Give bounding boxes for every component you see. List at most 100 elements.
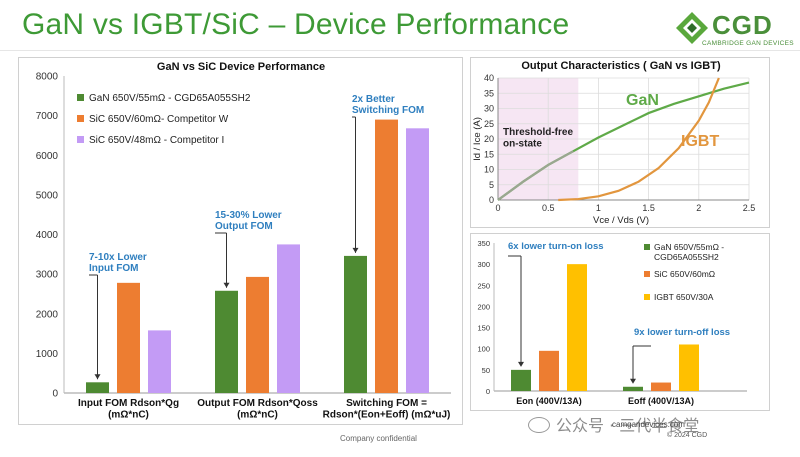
legend-label: GaN 650V/55mΩ -	[654, 242, 724, 252]
output-characteristics-panel: Output Characteristics ( GaN vs IGBT) 0 5 1…	[470, 57, 770, 228]
watermark-text: 公众号 · 三代半食堂	[556, 416, 700, 435]
x-tick-label: 2.5	[743, 203, 756, 213]
y-tick-label: 5	[489, 180, 494, 190]
bar	[511, 369, 531, 391]
y-tick-label: 1000	[36, 349, 59, 360]
legend-swatch	[77, 94, 84, 101]
x-category-label: Output FOM Rdson*Qoss	[197, 398, 318, 409]
y-tick-label: 50	[482, 366, 490, 375]
x-category-label: Eoff (400V/13A)	[628, 396, 694, 406]
annotation-text: Threshold-free	[503, 127, 573, 138]
chart-title: GaN vs SiC Device Performance	[157, 61, 325, 73]
title-divider	[0, 50, 800, 51]
bar	[375, 119, 398, 394]
legend-swatch	[644, 294, 650, 300]
annotation-text: Switching FOM	[352, 105, 424, 116]
y-tick-label: 300	[477, 260, 490, 269]
logo-mark-icon	[676, 12, 708, 44]
y-tick-label: 20	[484, 134, 494, 144]
legend-label: SiC 650V/48mΩ - Competitor I	[89, 135, 224, 146]
y-tick-label: 0	[52, 389, 58, 400]
bar	[117, 282, 140, 393]
annotation-arrowhead	[94, 374, 101, 380]
annotation-arrowhead	[630, 378, 636, 384]
bar	[651, 382, 671, 391]
annotation-text: 6x lower turn-on loss	[508, 241, 604, 252]
annotation-text: 9x lower turn-off loss	[634, 327, 730, 338]
bar	[539, 350, 559, 391]
legend-label: GaN 650V/55mΩ - CGD65A055SH2	[89, 93, 251, 104]
y-tick-label: 6000	[36, 151, 59, 162]
bar	[623, 386, 643, 391]
logo-wordmark: CGD	[712, 10, 773, 40]
annotation-text: 2x Better	[352, 94, 395, 105]
y-tick-label: 5000	[36, 190, 59, 201]
x-tick-label: 0.5	[542, 203, 555, 213]
annotation-arrowhead	[352, 247, 359, 253]
legend-label: SiC 650V/60mΩ	[654, 269, 715, 279]
copyright-text: © 2024 CGD	[667, 432, 708, 439]
switching-loss-panel: 0 50 100 150 200 250 300 350 Eon (400V/13A) Eoff …	[470, 233, 770, 411]
y-tick-label: 40	[484, 73, 494, 83]
annotation-arrowhead	[223, 282, 230, 288]
annotation-text: 7-10x Lower	[89, 252, 147, 263]
y-tick-label: 35	[484, 88, 494, 98]
bar	[406, 128, 429, 393]
chart-title: Output Characteristics ( GaN vs IGBT)	[521, 60, 721, 72]
y-tick-label: 7000	[36, 111, 59, 122]
annotation-text: Input FOM	[89, 263, 138, 274]
bar	[148, 330, 171, 393]
legend-label: SiC 650V/60mΩ- Competitor W	[89, 114, 229, 125]
y-tick-label: 15	[484, 149, 494, 159]
legend-swatch	[77, 136, 84, 143]
y-tick-label: 100	[477, 345, 490, 354]
y-tick-label: 0	[489, 195, 494, 205]
fom-bar-chart: GaN vs SiC Device Performance 0 1000 2000 30…	[36, 61, 451, 421]
y-tick-label: 0	[486, 387, 490, 396]
bar	[246, 276, 269, 393]
fom-chart-panel: GaN vs SiC Device Performance 0 1000 2000 30…	[18, 57, 463, 425]
watermark: 公众号 · 三代半食堂	[528, 412, 699, 436]
logo-subtitle: CAMBRIDGE GAN DEVICES	[702, 40, 794, 47]
x-tick-label: 1.5	[642, 203, 655, 213]
website-link[interactable]: camgandevices.com	[612, 420, 685, 429]
legend-swatch	[77, 115, 84, 122]
x-tick-label: 1	[596, 203, 601, 213]
x-axis-label: Vce / Vds (V)	[593, 215, 649, 226]
y-tick-label: 2000	[36, 309, 59, 320]
x-tick-label: 2	[696, 203, 701, 213]
y-axis-label: Id / Ice (A)	[472, 117, 483, 161]
legend-label: CGD65A055SH2	[654, 252, 719, 262]
igbt-curve	[558, 77, 720, 202]
x-category-label: Rdson*(Eon+Eoff) (mΩ*uJ)	[323, 410, 451, 421]
bar	[86, 382, 109, 393]
x-category-label: Input FOM Rdson*Qg	[78, 398, 179, 409]
annotation-text: 15-30% Lower	[215, 210, 282, 221]
gan-curve-threshold-segment	[497, 150, 574, 201]
bar	[567, 264, 587, 391]
legend-swatch	[644, 244, 650, 250]
annotation-text: Output FOM	[215, 221, 273, 232]
y-tick-label: 4000	[36, 230, 59, 241]
x-category-label: Switching FOM =	[346, 398, 427, 409]
bar	[344, 255, 367, 393]
legend-swatch	[644, 271, 650, 277]
switching-loss-bar-chart: 0 50 100 150 200 250 300 350 Eon (400V/13A) Eoff …	[477, 239, 747, 406]
y-tick-label: 200	[477, 302, 490, 311]
y-tick-label: 3000	[36, 270, 59, 281]
wechat-icon	[528, 417, 550, 433]
bar	[277, 244, 300, 393]
y-tick-label: 30	[484, 104, 494, 114]
x-category-label: Eon (400V/13A)	[516, 396, 582, 406]
legend-label: IGBT 650V/30A	[654, 292, 714, 302]
output-characteristics-chart: Output Characteristics ( GaN vs IGBT) 0 5 1…	[472, 60, 756, 226]
annotation-text: on-state	[503, 139, 542, 150]
y-tick-label: 350	[477, 239, 490, 248]
bar	[215, 290, 238, 393]
company-logo: CGD CAMBRIDGE GAN DEVICES	[672, 8, 794, 52]
x-category-label: (mΩ*nC)	[237, 410, 278, 421]
y-tick-label: 8000	[36, 72, 59, 83]
y-tick-label: 150	[477, 324, 490, 333]
series-label: IGBT	[681, 133, 719, 150]
slide-title: GaN vs IGBT/SiC – Device Performance	[22, 8, 570, 41]
